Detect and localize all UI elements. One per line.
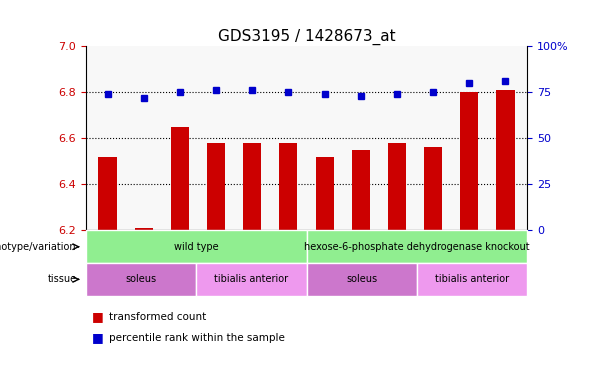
Bar xyxy=(243,143,261,230)
Text: ■: ■ xyxy=(92,310,104,323)
Text: soleus: soleus xyxy=(126,274,156,285)
Bar xyxy=(352,150,370,230)
Bar xyxy=(460,92,478,230)
Text: tibialis anterior: tibialis anterior xyxy=(215,274,288,285)
Bar xyxy=(424,147,442,230)
Title: GDS3195 / 1428673_at: GDS3195 / 1428673_at xyxy=(218,28,395,45)
Bar xyxy=(135,228,153,230)
Text: percentile rank within the sample: percentile rank within the sample xyxy=(109,333,285,343)
Bar xyxy=(497,90,514,230)
Bar xyxy=(280,143,297,230)
Text: genotype/variation: genotype/variation xyxy=(0,242,77,252)
Text: hexose-6-phosphate dehydrogenase knockout: hexose-6-phosphate dehydrogenase knockou… xyxy=(304,242,530,252)
Bar xyxy=(207,143,225,230)
Text: tissue: tissue xyxy=(47,274,77,285)
Text: wild type: wild type xyxy=(174,242,218,252)
Text: ■: ■ xyxy=(92,331,104,344)
Bar xyxy=(171,127,189,230)
Text: transformed count: transformed count xyxy=(109,312,207,322)
Bar xyxy=(316,157,333,230)
Bar xyxy=(388,143,406,230)
Text: tibialis anterior: tibialis anterior xyxy=(435,274,509,285)
Text: soleus: soleus xyxy=(346,274,377,285)
Bar xyxy=(99,157,116,230)
